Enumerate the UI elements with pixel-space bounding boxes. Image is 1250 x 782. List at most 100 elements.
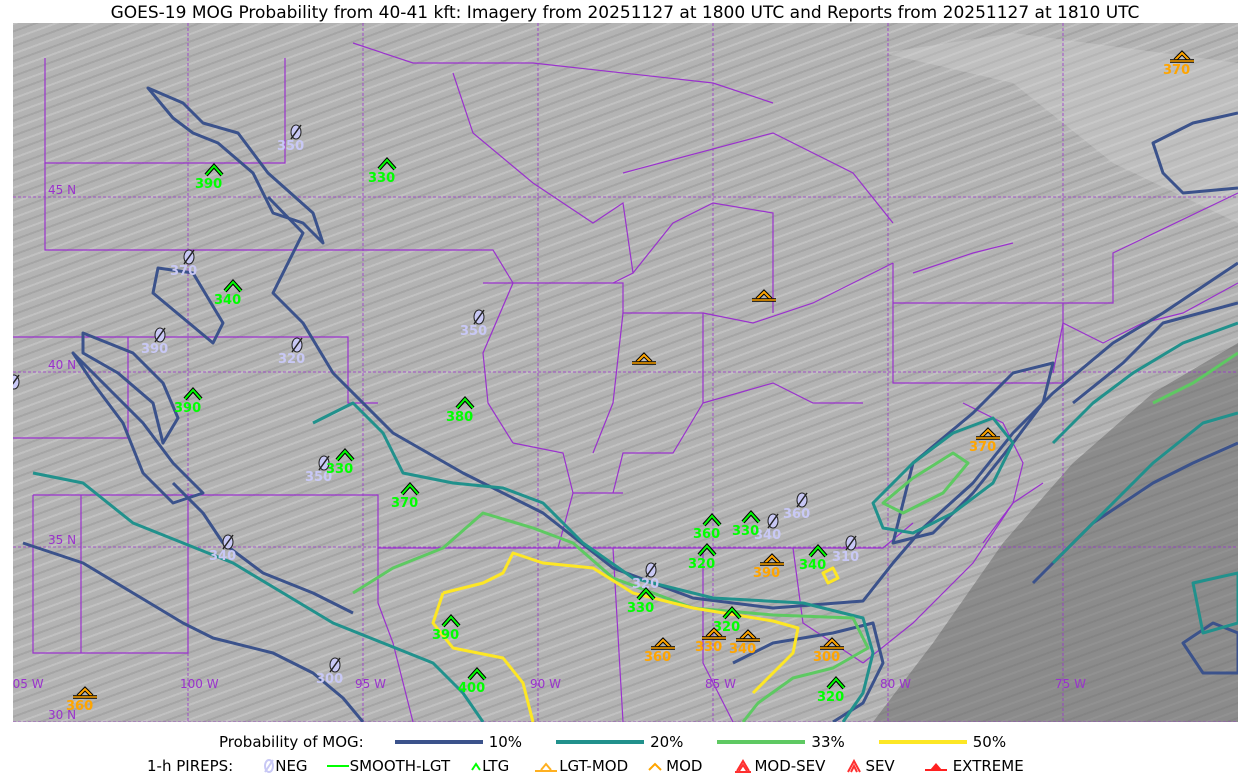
ltg-icon [468,668,486,680]
pirep-neg[interactable]: 390 [141,327,168,357]
pirep-ltg[interactable]: 330 [326,447,355,477]
pirep-mod[interactable]: 370 [969,427,1000,455]
pirep-mod[interactable]: 340 [729,629,760,657]
mod-icon [764,554,780,564]
neg-icon-slash [183,249,195,265]
flight-level-label: 390 [753,566,780,581]
pirep-neg[interactable]: 370 [170,249,197,279]
lon-label: 75 W [1055,677,1086,691]
pirep-neg[interactable]: 320 [278,337,305,367]
pirep-ltg[interactable]: 390 [432,613,461,643]
pirep-mod[interactable]: 330 [695,627,726,655]
lon-label: 85 W [705,677,736,691]
pirep-neg[interactable]: 340 [209,534,236,564]
neg-icon-slash [154,327,166,343]
flight-level-label: 360 [66,699,93,714]
contour-p10 [732,621,885,722]
flight-level-label: 390 [432,628,459,643]
contour-p20 [1051,411,1238,565]
state-border [44,163,303,251]
mod-icon [706,628,722,638]
contour-p10 [151,266,225,345]
pirep-ltg[interactable]: 400 [458,666,487,696]
state-border [592,312,624,454]
ltg-icon [703,514,721,526]
mod-icon [1174,51,1190,61]
pirep-ltg[interactable]: 380 [446,395,475,425]
pirep-mod[interactable]: 360 [66,686,97,714]
pirep-ltg[interactable]: 340 [799,543,828,573]
contour-p10 [1151,111,1238,195]
pirep-ltg[interactable]: 320 [817,675,846,705]
pirep-neg[interactable]: 360 [783,492,810,522]
pirep-ltg[interactable]: 320 [688,542,717,572]
flight-level-label: 360 [783,507,810,522]
mog-probability-contours [22,86,1238,722]
pirep-ltg[interactable]: 390 [174,386,203,416]
flight-level-label: 360 [693,527,720,542]
state-border [44,58,286,164]
flight-level-label: 300 [813,650,840,665]
pirep-mod[interactable]: 360 [644,637,675,665]
pirep-mod[interactable]: 370 [1163,50,1194,78]
swatch-10pct [394,740,483,744]
flight-level-label: 340 [729,642,756,657]
satellite-map: 105 W 100 W 95 W 90 W 85 W 80 W 75 W 45 N 40 N 35… [13,23,1238,722]
pirep-ltg[interactable]: 330 [368,156,397,186]
flight-level-label: 340 [799,558,826,573]
pirep-ltg[interactable]: 340 [214,278,243,308]
pirep-neg[interactable]: 350 [305,455,332,485]
lon-label: 95 W [355,677,386,691]
pirep-ltg[interactable]: 370 [391,481,420,511]
legend-lgt-mod-label: LGT-MOD [559,757,629,775]
legend-neg-label: NEG [275,757,308,775]
ltg-icon [471,762,481,771]
state-border [862,482,1044,664]
neg-icon-slash [318,455,330,471]
lon-label: 80 W [880,677,911,691]
pirep-ltg[interactable]: 390 [195,162,224,192]
pirep-neg[interactable] [13,374,20,390]
ltg-icon [809,545,827,557]
swatch-50pct [878,740,967,744]
legend-smooth-lgt-label: SMOOTH-LGT [349,757,451,775]
pirep-ltg[interactable]: 320 [713,605,742,635]
contour-p10 [22,541,365,722]
lat-label: 35 N [48,533,76,547]
lon-label: 105 W [13,677,44,691]
lgt-mod-icon [535,762,558,772]
ltg-icon [205,164,223,176]
lat-label: 30 N [48,708,76,722]
pirep-mod[interactable]: 390 [753,553,784,581]
legend-33pct-label: 33% [811,733,845,751]
pirep-neg[interactable]: 300 [316,657,343,687]
legend-10pct: 10% [394,733,556,751]
pirep-neg[interactable]: 310 [832,535,859,565]
mod-icon [648,762,662,771]
pirep-mod[interactable] [752,289,776,302]
pirep-neg[interactable]: 350 [460,309,487,339]
neg-icon-slash [329,657,341,673]
pirep-ltg[interactable]: 330 [627,586,656,616]
state-border [303,249,514,444]
cloud-texture-region [883,33,1238,223]
contour-p33 [1152,351,1238,405]
ltg-icon [378,158,396,170]
pirep-mod[interactable] [632,352,656,365]
pirep-neg[interactable]: 320 [632,562,659,592]
contour-p20 [312,401,875,722]
pirep-neg[interactable]: 340 [754,513,781,543]
pirep-ltg[interactable]: 330 [732,509,761,539]
neg-icon-slash [645,562,657,578]
pirep-neg[interactable]: 350 [277,124,304,154]
state-border [452,72,634,284]
state-border [702,548,734,722]
map-overlay: 105 W 100 W 95 W 90 W 85 W 80 W 75 W 45 N 40 N 35… [13,23,1238,722]
mod-icon [824,638,840,648]
legend-50pct: 50% [878,733,1006,751]
pirep-ltg[interactable]: 360 [693,512,722,542]
neg-icon-slash [796,492,808,508]
pirep-mod[interactable]: 300 [813,637,844,665]
flight-level-label: 330 [368,171,395,186]
